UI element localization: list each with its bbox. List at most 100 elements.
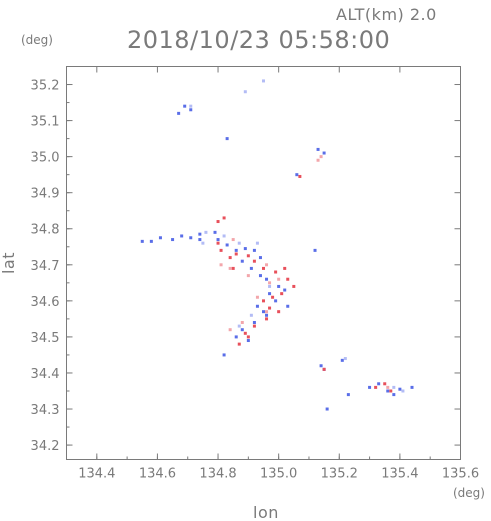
echo-point: [292, 284, 296, 288]
echo-point: [392, 385, 396, 389]
echo-point: [283, 288, 287, 292]
echo-point: [225, 243, 229, 247]
echo-point: [383, 382, 387, 386]
x-tick-label: 135.0: [260, 467, 297, 482]
echo-point: [252, 320, 256, 324]
echo-point: [265, 317, 269, 321]
echo-point: [246, 274, 250, 278]
echo-point: [398, 387, 402, 391]
echo-point: [183, 104, 187, 108]
echo-point: [255, 304, 259, 308]
echo-point: [255, 241, 259, 245]
echo-point: [213, 230, 217, 234]
echo-point: [268, 306, 272, 310]
echo-point: [219, 248, 223, 252]
echo-point: [265, 263, 269, 267]
y-tick-label: 35.0: [31, 151, 60, 166]
x-tick-label: 135.2: [321, 467, 358, 482]
echo-point: [265, 313, 269, 317]
echo-point: [252, 259, 256, 263]
echo-point: [319, 364, 323, 368]
echo-point: [237, 241, 241, 245]
echo-point: [410, 385, 414, 389]
echo-point: [262, 310, 265, 314]
x-tick-label: 134.8: [199, 467, 236, 482]
x-tick-label: 134.4: [78, 467, 115, 482]
y-unit-label: (deg): [21, 33, 53, 47]
echo-point: [177, 111, 181, 115]
echo-point: [246, 339, 250, 343]
echo-point: [198, 238, 202, 242]
echo-point: [316, 158, 320, 162]
echo-point: [262, 79, 265, 83]
echo-point: [246, 335, 250, 339]
x-tick-label: 135.6: [442, 467, 479, 482]
echo-point: [343, 357, 347, 361]
echo-point: [234, 335, 238, 339]
echo-point: [216, 241, 220, 245]
echo-point: [258, 274, 262, 278]
echo-point: [234, 252, 238, 256]
echo-point: [268, 284, 272, 288]
echo-point: [274, 299, 278, 303]
plot-frame: [66, 66, 461, 460]
echo-point: [277, 277, 281, 281]
echo-point: [340, 358, 344, 362]
x-unit-label: (deg): [453, 486, 485, 500]
chart-subtitle: ALT(km) 2.0: [336, 5, 437, 24]
echo-point: [237, 324, 241, 328]
echo-point: [325, 407, 329, 411]
echo-point: [149, 239, 153, 243]
echo-point: [240, 328, 244, 332]
y-tick-label: 34.9: [31, 187, 60, 202]
y-ticks: 34.2 34.3 34.4 34.5 34.6 34.7 34.8 34.9 35.0 35.1…: [31, 66, 461, 454]
y-tick-label: 34.3: [31, 403, 60, 418]
echo-point: [189, 108, 193, 112]
x-tick-label: 134.6: [139, 467, 176, 482]
x-axis-label: lon: [253, 503, 279, 521]
y-tick-label: 34.2: [31, 439, 60, 454]
echo-point: [377, 382, 381, 386]
echo-point: [392, 393, 396, 397]
echo-point: [255, 295, 259, 299]
echo-point: [237, 342, 241, 346]
echo-point: [265, 277, 269, 281]
echo-point: [228, 328, 232, 332]
echo-point: [386, 389, 390, 393]
y-tick-label: 35.2: [31, 79, 60, 94]
x-tick-label: 135.4: [381, 467, 418, 482]
echo-point: [274, 270, 278, 274]
echo-point: [234, 248, 238, 252]
y-tick-label: 34.5: [31, 331, 60, 346]
echo-point: [298, 174, 302, 178]
y-tick-label: 34.7: [31, 259, 60, 274]
echo-point: [346, 393, 350, 397]
echo-point: [319, 155, 323, 159]
echo-point: [140, 239, 144, 243]
echo-point: [222, 234, 226, 238]
echo-point: [283, 266, 287, 270]
echo-point: [249, 313, 253, 317]
echo-point: [228, 266, 232, 270]
echo-point: [228, 256, 232, 260]
echo-point: [189, 236, 193, 240]
echo-point: [225, 137, 229, 141]
echo-point: [295, 173, 299, 177]
echo-point: [204, 230, 208, 234]
echo-point: [180, 234, 184, 238]
echo-point: [216, 238, 220, 242]
echo-point: [222, 353, 226, 357]
echo-point: [243, 90, 247, 94]
echo-point: [258, 256, 262, 260]
y-axis-label: lat: [0, 252, 18, 274]
echo-point: [243, 331, 247, 335]
echo-point: [262, 266, 265, 270]
echo-point: [386, 385, 390, 389]
echo-point: [201, 241, 205, 245]
echo-point: [286, 304, 290, 308]
echo-point: [374, 385, 378, 389]
echo-point: [268, 292, 272, 296]
echo-point: [249, 266, 253, 270]
echo-point: [277, 310, 281, 314]
